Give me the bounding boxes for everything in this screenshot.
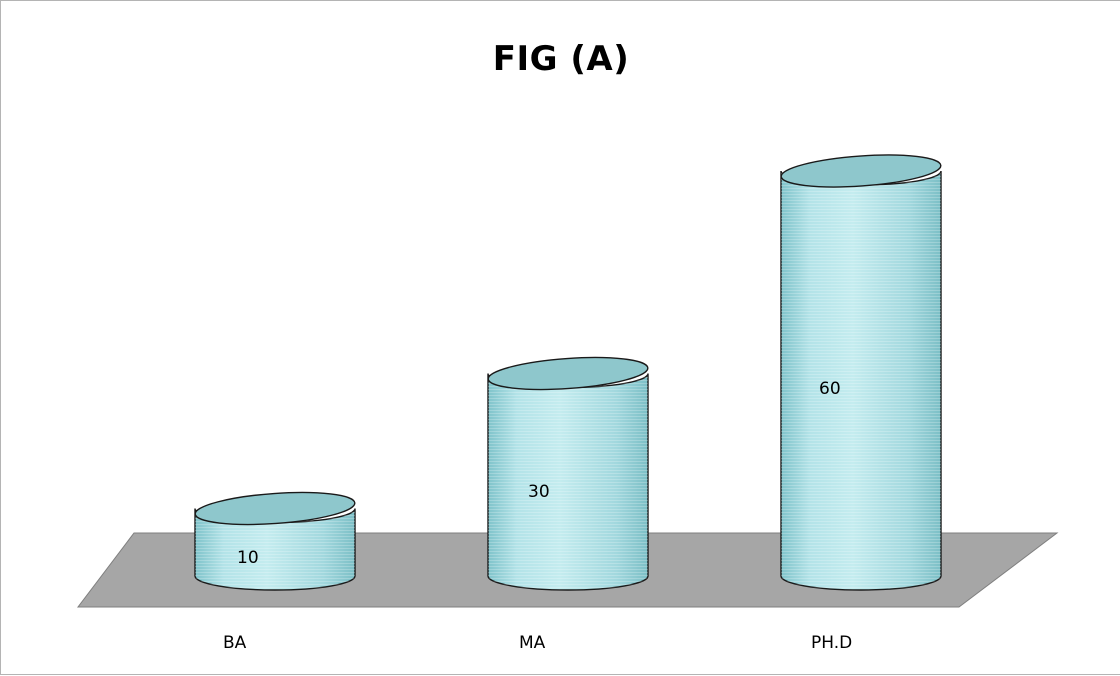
- bar-texture: [781, 171, 941, 590]
- data-label: 30: [528, 482, 550, 502]
- data-label: 60: [819, 379, 841, 399]
- category-label: BA: [223, 633, 247, 653]
- bar-ph-d: [780, 154, 942, 591]
- chart-title: FIG (A): [492, 39, 630, 79]
- bar-top: [487, 356, 649, 391]
- bar-texture: [488, 373, 648, 590]
- bar-ma: [487, 356, 649, 591]
- category-label: MA: [519, 633, 546, 653]
- category-label: PH.D: [811, 633, 852, 653]
- data-label: 10: [237, 548, 259, 568]
- bar-top: [780, 154, 942, 188]
- bar-ba: [194, 491, 356, 591]
- bar-texture: [195, 508, 355, 590]
- bar-top: [194, 491, 356, 526]
